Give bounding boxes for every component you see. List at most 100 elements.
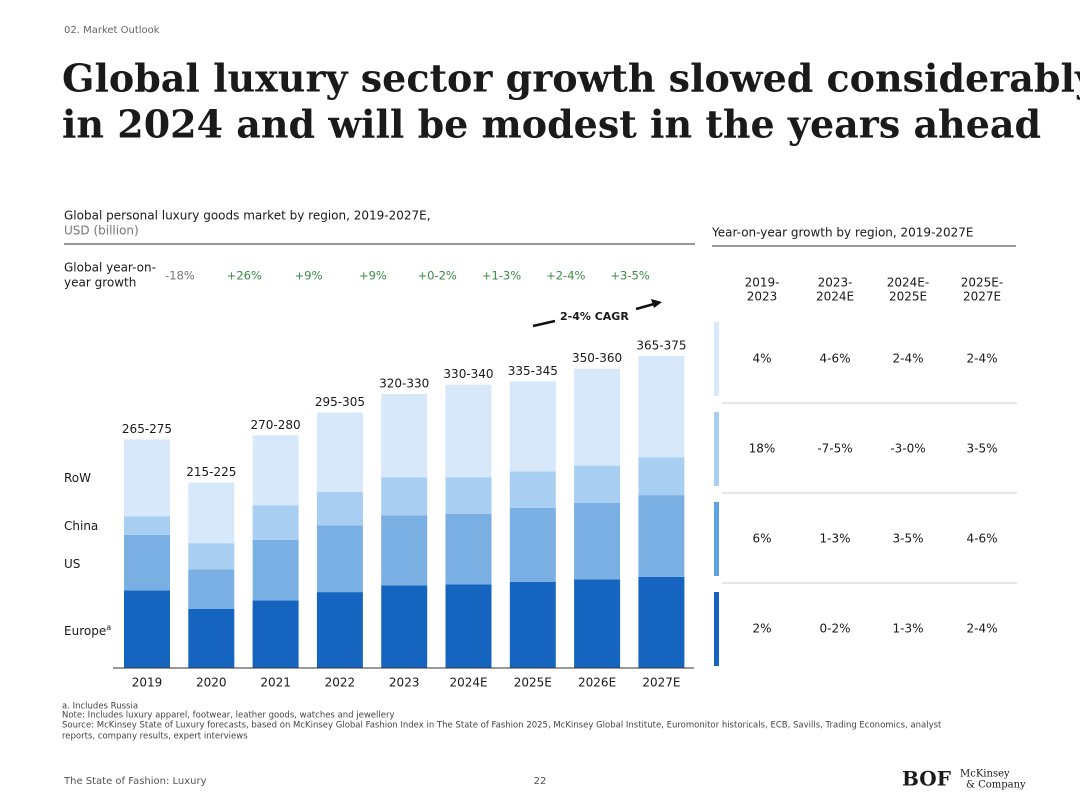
table-header: 2019- bbox=[745, 276, 780, 290]
x-tick-label: 2023 bbox=[389, 676, 420, 690]
bar-segment bbox=[638, 457, 685, 496]
bar-segment bbox=[252, 505, 299, 540]
x-tick-label: 2026E bbox=[578, 676, 616, 690]
table-cell: 1-3% bbox=[892, 622, 923, 636]
total-label: 320-330 bbox=[379, 376, 429, 390]
table-header: 2025E- bbox=[961, 276, 1003, 290]
arrow bbox=[635, 302, 655, 311]
bar-segment bbox=[574, 368, 621, 466]
growth-label: +9% bbox=[295, 269, 323, 283]
x-tick-label: 2020 bbox=[196, 676, 227, 690]
growth-label: +3-5% bbox=[610, 269, 649, 283]
growth-label: +26% bbox=[227, 269, 262, 283]
bar-segment bbox=[381, 477, 428, 516]
note: Note: Includes luxury apparel, footwear,… bbox=[62, 711, 395, 721]
x-tick-label: 2021 bbox=[260, 676, 291, 690]
total-label: 330-340 bbox=[443, 367, 493, 381]
table-header: 2023- bbox=[818, 276, 853, 290]
bar-segment bbox=[316, 592, 363, 668]
x-tick-label: 2024E bbox=[449, 676, 487, 690]
bar-segment bbox=[381, 393, 428, 478]
bar-segment bbox=[316, 412, 363, 492]
table-cell: 4-6% bbox=[966, 532, 997, 546]
x-tick-label: 2027E bbox=[642, 676, 680, 690]
logo: BOF bbox=[902, 767, 951, 791]
bar-segment bbox=[252, 435, 299, 506]
bar-segment bbox=[574, 502, 621, 580]
legend-marker: a bbox=[106, 623, 111, 632]
table-cell: 4-6% bbox=[819, 352, 850, 366]
growth-label: +0-2% bbox=[418, 269, 457, 283]
legend-name: Europe bbox=[64, 624, 106, 638]
legend-name: US bbox=[64, 557, 80, 571]
bar-segment bbox=[316, 491, 363, 526]
bar-segment bbox=[316, 525, 363, 593]
table-cell: 4% bbox=[752, 352, 771, 366]
table-title: Year-on-year growth by region, 2019-2027… bbox=[711, 226, 974, 240]
footer: The State of Fashion: Luxury bbox=[63, 776, 207, 787]
bar-segment bbox=[252, 600, 299, 668]
table-header: 2023 bbox=[747, 290, 778, 304]
row-bar bbox=[714, 502, 719, 576]
x-tick-label: 2025E bbox=[514, 676, 552, 690]
x-tick-label: 2022 bbox=[325, 676, 356, 690]
bar-segment bbox=[445, 513, 492, 585]
table-cell: 3-5% bbox=[966, 442, 997, 456]
total-label: 335-345 bbox=[508, 364, 558, 378]
table-header: 2025E bbox=[889, 290, 927, 304]
note: a. Includes Russia bbox=[62, 702, 138, 712]
bar-segment bbox=[124, 439, 170, 517]
growth-label: +2-4% bbox=[546, 269, 585, 283]
table-cell: 6% bbox=[752, 532, 771, 546]
total-label: 270-280 bbox=[251, 418, 301, 432]
bar-segment bbox=[574, 579, 621, 668]
total-label: 365-375 bbox=[636, 339, 686, 353]
row-bar bbox=[714, 412, 719, 486]
table-header: 2024E- bbox=[887, 276, 929, 290]
bar-segment bbox=[381, 585, 428, 668]
growth-label: -18% bbox=[165, 269, 195, 283]
legend-name: RoW bbox=[64, 471, 91, 485]
title: Global luxury sector growth slowed consi… bbox=[62, 56, 1080, 101]
bar-segment bbox=[188, 482, 235, 544]
annotation: 2-4% CAGR bbox=[560, 310, 629, 323]
bar-segment bbox=[188, 543, 235, 570]
row-bar bbox=[714, 322, 719, 396]
bar-segment bbox=[252, 539, 299, 601]
bar-segment bbox=[509, 507, 556, 582]
table-cell: -7-5% bbox=[817, 442, 852, 456]
bar-segment bbox=[124, 590, 170, 668]
table-cell: -3-0% bbox=[890, 442, 925, 456]
table-cell: 2-4% bbox=[966, 352, 997, 366]
table-cell: 2% bbox=[752, 622, 771, 636]
bar-segment bbox=[445, 384, 492, 478]
table-cell: 1-3% bbox=[819, 532, 850, 546]
legend-name: China bbox=[64, 519, 98, 533]
table-cell: 3-5% bbox=[892, 532, 923, 546]
bar-segment bbox=[188, 608, 235, 668]
note: reports, company results, expert intervi… bbox=[62, 732, 248, 742]
table-header: 2024E bbox=[816, 290, 854, 304]
bar-segment bbox=[638, 495, 685, 577]
growth-label: +9% bbox=[359, 269, 387, 283]
bar-segment bbox=[381, 515, 428, 586]
title: in 2024 and will be modest in the years … bbox=[62, 102, 1041, 147]
bar-segment bbox=[574, 465, 621, 503]
table-cell: 18% bbox=[749, 442, 776, 456]
bar-segment bbox=[124, 516, 170, 535]
bar-segment bbox=[638, 356, 685, 458]
logo: & Company bbox=[966, 780, 1026, 791]
bar-segment bbox=[509, 381, 556, 472]
table-cell: 2-4% bbox=[892, 352, 923, 366]
chart-title: Global personal luxury goods market by r… bbox=[64, 209, 431, 223]
note: Source: McKinsey State of Luxury forecas… bbox=[62, 721, 942, 731]
growth-title: year growth bbox=[64, 276, 136, 290]
bar-segment bbox=[509, 581, 556, 668]
legend-label: Europea bbox=[64, 623, 111, 638]
total-label: 265-275 bbox=[122, 422, 172, 436]
table-header: 2027E bbox=[963, 290, 1001, 304]
growth-label: +1-3% bbox=[482, 269, 521, 283]
bar-segment bbox=[445, 584, 492, 668]
chart-unit: USD (billion) bbox=[64, 224, 139, 238]
legend-label: China bbox=[64, 519, 98, 533]
